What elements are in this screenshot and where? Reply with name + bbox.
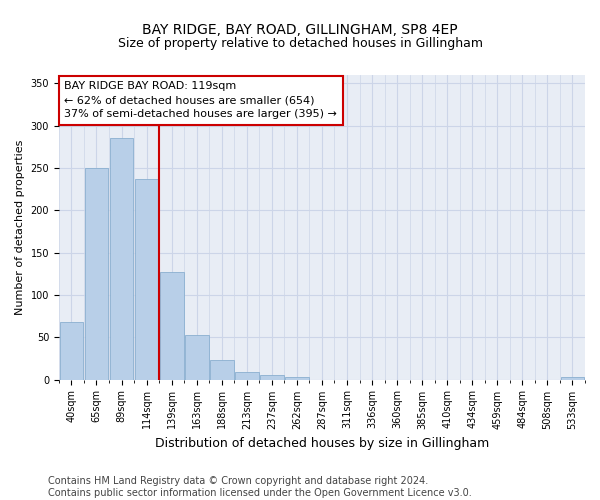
Bar xyxy=(160,272,184,380)
Text: BAY RIDGE, BAY ROAD, GILLINGHAM, SP8 4EP: BAY RIDGE, BAY ROAD, GILLINGHAM, SP8 4EP xyxy=(142,22,458,36)
Text: Size of property relative to detached houses in Gillingham: Size of property relative to detached ho… xyxy=(118,38,482,51)
Bar xyxy=(110,138,133,380)
Bar xyxy=(260,376,284,380)
Bar xyxy=(85,168,109,380)
Y-axis label: Number of detached properties: Number of detached properties xyxy=(15,140,25,315)
Bar xyxy=(210,360,233,380)
Text: Contains HM Land Registry data © Crown copyright and database right 2024.
Contai: Contains HM Land Registry data © Crown c… xyxy=(48,476,472,498)
Bar xyxy=(235,372,259,380)
Bar xyxy=(185,334,209,380)
Bar xyxy=(285,377,309,380)
Bar xyxy=(59,322,83,380)
X-axis label: Distribution of detached houses by size in Gillingham: Distribution of detached houses by size … xyxy=(155,437,489,450)
Bar xyxy=(560,377,584,380)
Bar xyxy=(134,179,158,380)
Text: BAY RIDGE BAY ROAD: 119sqm
← 62% of detached houses are smaller (654)
37% of sem: BAY RIDGE BAY ROAD: 119sqm ← 62% of deta… xyxy=(64,81,337,119)
